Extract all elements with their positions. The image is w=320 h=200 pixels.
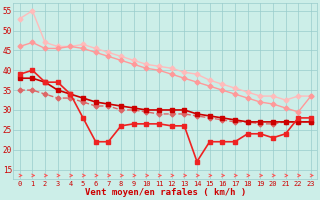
X-axis label: Vent moyen/en rafales ( km/h ): Vent moyen/en rafales ( km/h ) bbox=[85, 188, 246, 197]
